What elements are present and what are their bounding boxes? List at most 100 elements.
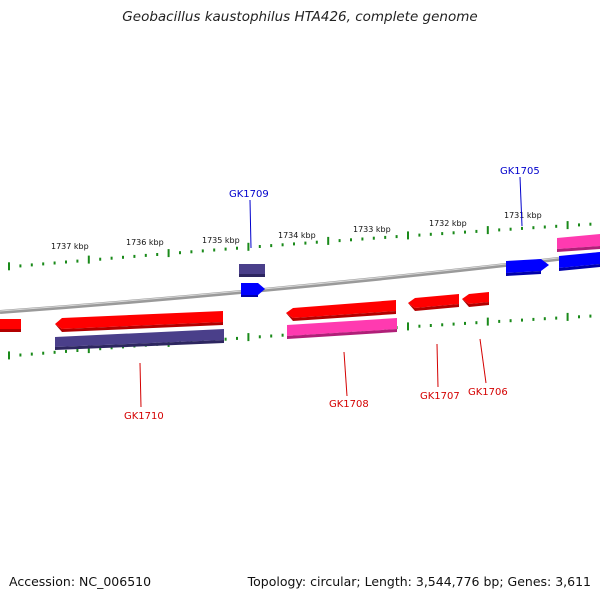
ruler-minor-tick (190, 250, 193, 254)
gene-arrow-gk1710[interactable] (55, 311, 223, 332)
ruler-minor-tick (532, 317, 535, 321)
gene-label-gk1705: GK1705 (500, 166, 540, 177)
ruler-major-tick (407, 322, 409, 331)
upper-ruler (8, 221, 592, 271)
ruler-minor-tick (521, 226, 523, 230)
ruler-minor-tick (315, 240, 318, 244)
ruler-minor-tick (42, 351, 45, 355)
ruler-minor-tick (532, 226, 535, 230)
ruler-minor-tick (201, 249, 204, 253)
ruler-minor-tick (270, 334, 273, 338)
ruler-minor-tick (19, 264, 22, 268)
ruler-minor-tick (76, 349, 79, 352)
ruler-major-tick (407, 231, 409, 240)
ruler-minor-tick (281, 243, 284, 247)
ruler-minor-tick (452, 322, 455, 326)
gene-arrow-gk1707[interactable] (408, 294, 459, 311)
ruler-minor-tick (99, 347, 102, 351)
gene-features[interactable] (0, 234, 600, 350)
tick-label: 1734 kbp (278, 231, 316, 240)
ruler-minor-tick (258, 245, 261, 248)
ruler-minor-tick (338, 239, 341, 243)
ruler-minor-tick (110, 346, 113, 350)
gene-arrow-gk1708[interactable] (286, 300, 396, 321)
ruler-minor-tick (498, 319, 501, 323)
ruler-minor-tick (521, 318, 523, 322)
ruler-minor-tick (475, 321, 478, 325)
ruler-minor-tick (133, 254, 136, 258)
ruler-minor-tick (76, 259, 79, 263)
ruler-minor-tick (213, 248, 216, 252)
gene-bar-partial-right-magenta[interactable] (557, 234, 600, 252)
ruler-minor-tick (464, 230, 466, 234)
ruler-minor-tick (293, 242, 295, 246)
tick-label: 1736 kbp (126, 238, 164, 247)
gene-arrow-gk1709[interactable] (241, 283, 265, 297)
ruler-minor-tick (156, 253, 159, 256)
gene-labels: GK1710 GK1709 GK1708 GK1707 GK1706 GK170… (124, 166, 540, 422)
ruler-minor-tick (110, 256, 113, 260)
tick-label: 1737 kbp (51, 242, 89, 251)
ruler-minor-tick (304, 241, 307, 245)
tick-label: 1735 kbp (202, 236, 240, 245)
gene-arrow-gk1705[interactable] (506, 259, 549, 276)
ruler-minor-tick (418, 233, 421, 237)
gene-label-gk1706: GK1706 (468, 387, 508, 398)
ruler-minor-tick (578, 315, 580, 319)
gene-arrow-partial-right-blue[interactable] (559, 252, 600, 271)
ruler-minor-tick (179, 251, 181, 255)
gene-bar-purple-gk1709[interactable] (239, 264, 265, 277)
ruler-major-tick (87, 255, 90, 264)
ruler-minor-tick (224, 337, 227, 341)
ruler-tick-labels: 1737 kbp 1736 kbp 1735 kbp 1734 kbp 1733… (51, 211, 542, 251)
gene-leader-lines (139, 176, 523, 408)
ruler-minor-tick (270, 244, 273, 248)
ruler-minor-tick (441, 323, 444, 327)
gene-label-gk1710: GK1710 (124, 411, 164, 422)
tick-label: 1733 kbp (353, 225, 391, 234)
ruler-major-tick (486, 317, 489, 326)
ruler-minor-tick (350, 238, 352, 242)
ruler-major-tick (247, 333, 250, 342)
ruler-minor-tick (589, 314, 592, 318)
ruler-minor-tick (384, 235, 387, 239)
ruler-minor-tick (236, 336, 238, 340)
ruler-minor-tick (53, 350, 56, 354)
ruler-minor-tick (19, 353, 22, 357)
ruler-major-tick (167, 249, 170, 258)
ruler-minor-tick (122, 255, 124, 259)
ruler-major-tick (87, 345, 90, 354)
ruler-minor-tick (144, 253, 147, 257)
ruler-minor-tick (509, 227, 512, 231)
ruler-minor-tick (475, 229, 478, 233)
tick-label: 1731 kbp (504, 211, 542, 220)
ruler-minor-tick (99, 257, 102, 261)
tick-label: 1732 kbp (429, 219, 467, 228)
ruler-minor-tick (543, 225, 546, 229)
gene-bar-magenta-gk1708[interactable] (287, 318, 397, 339)
ruler-minor-tick (258, 335, 261, 339)
ruler-minor-tick (30, 352, 33, 356)
gene-label-gk1708: GK1708 (329, 399, 369, 410)
ruler-major-tick (486, 226, 489, 235)
gene-arrow-gk1706[interactable] (462, 292, 489, 307)
gene-arrow-partial-left[interactable] (0, 319, 21, 332)
gene-label-gk1707: GK1707 (420, 391, 460, 402)
ruler-major-tick (8, 351, 10, 360)
ruler-minor-tick (509, 319, 512, 323)
ruler-minor-tick (429, 232, 432, 236)
ruler-minor-tick (361, 237, 364, 241)
ruler-major-tick (566, 221, 569, 230)
ruler-minor-tick (589, 222, 592, 226)
ruler-minor-tick (30, 263, 33, 267)
ruler-minor-tick (464, 321, 466, 325)
genome-summary-text: Topology: circular; Length: 3,544,776 bp… (247, 574, 591, 589)
ruler-minor-tick (65, 260, 67, 264)
ruler-minor-tick (429, 324, 432, 327)
accession-text: Accession: NC_006510 (9, 574, 152, 589)
ruler-minor-tick (418, 324, 421, 328)
ruler-minor-tick (441, 232, 444, 236)
gene-bar-purple-gk1710[interactable] (55, 329, 224, 350)
ruler-minor-tick (224, 247, 227, 251)
